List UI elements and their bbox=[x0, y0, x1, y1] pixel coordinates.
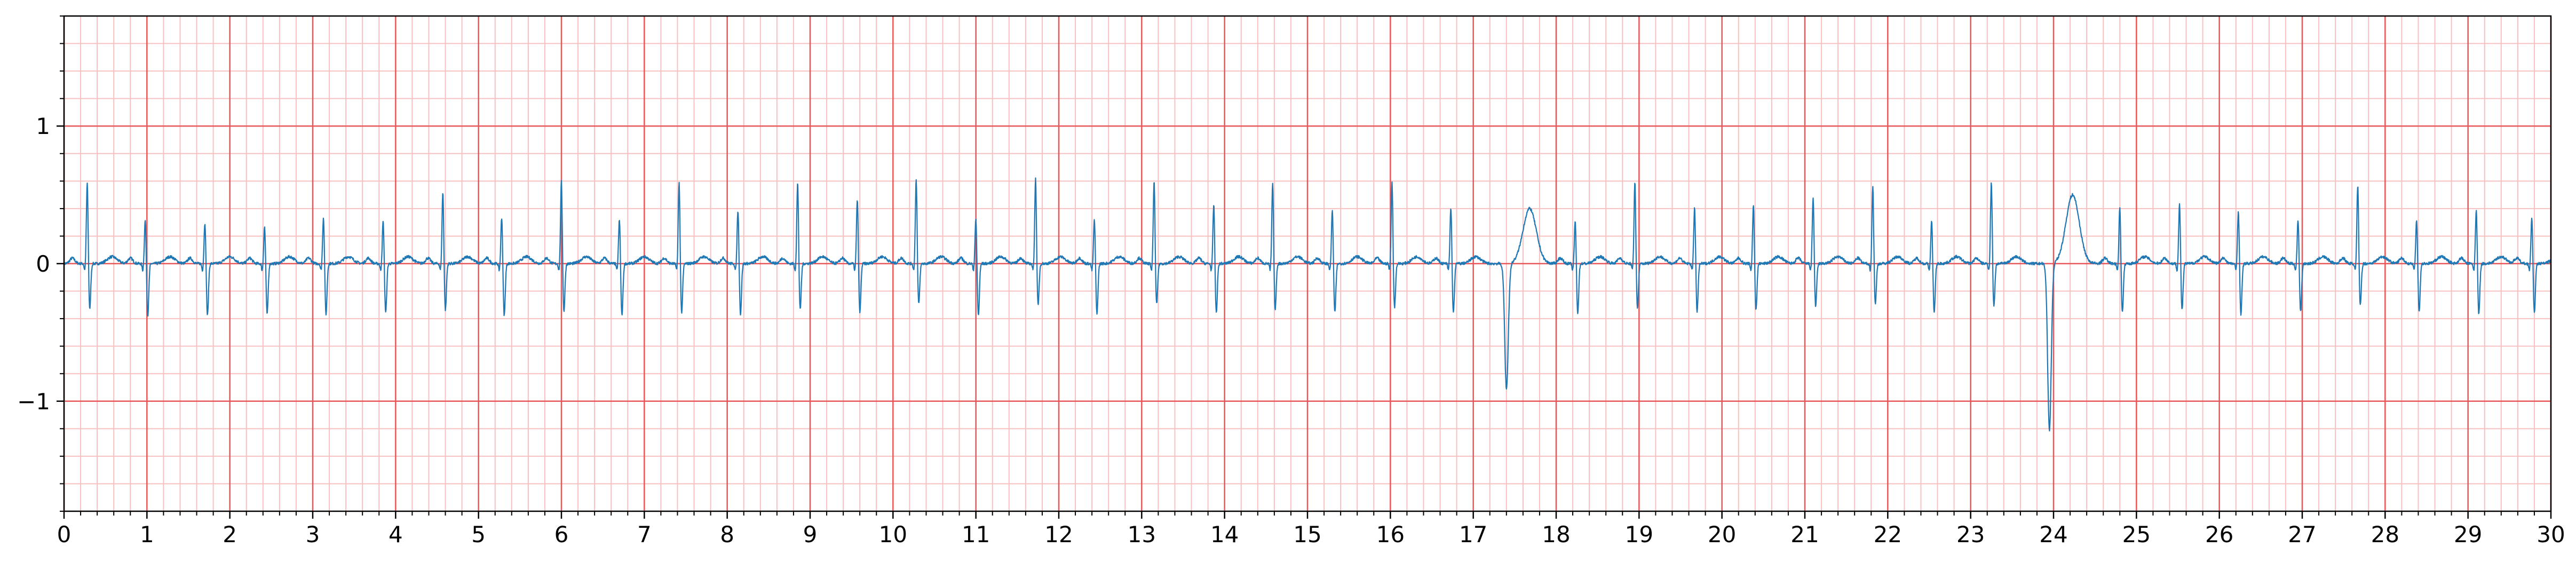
x-tick-label: 24 bbox=[2039, 521, 2067, 548]
x-tick-label: 13 bbox=[1128, 521, 1156, 548]
x-tick-label: 5 bbox=[471, 521, 486, 548]
x-tick-label: 6 bbox=[554, 521, 569, 548]
x-tick-label: 22 bbox=[1874, 521, 1902, 548]
y-tick-label: 1 bbox=[36, 113, 50, 139]
x-tick-label: 26 bbox=[2205, 521, 2233, 548]
x-tick-label: 11 bbox=[962, 521, 990, 548]
x-tick-label: 18 bbox=[1542, 521, 1570, 548]
x-tick-label: 2 bbox=[223, 521, 237, 548]
x-tick-label: 30 bbox=[2537, 521, 2565, 548]
x-tick-label: 16 bbox=[1376, 521, 1405, 548]
x-tick-label: 15 bbox=[1293, 521, 1321, 548]
x-tick-label: 14 bbox=[1210, 521, 1239, 548]
x-tick-label: 3 bbox=[306, 521, 320, 548]
x-tick-label: 25 bbox=[2122, 521, 2151, 548]
x-tick-label: 21 bbox=[1790, 521, 1819, 548]
ecg-series-line bbox=[63, 177, 2551, 432]
x-tick-label: 4 bbox=[389, 521, 403, 548]
y-tick-label: 0 bbox=[36, 251, 50, 277]
x-tick-label: 10 bbox=[879, 521, 907, 548]
x-tick-label: 0 bbox=[57, 521, 72, 548]
x-tick-label: 12 bbox=[1044, 521, 1073, 548]
x-axis-ticks: 0 1 2 3 4 5 6 7 8 9 10 11 12 13 14 15 16 17 18 19 20 21 22 23 24… bbox=[57, 511, 2565, 548]
y-tick-label: −1 bbox=[17, 388, 50, 415]
x-tick-label: 17 bbox=[1459, 521, 1487, 548]
x-tick-label: 20 bbox=[1708, 521, 1736, 548]
x-tick-label: 7 bbox=[637, 521, 652, 548]
x-tick-label: 8 bbox=[720, 521, 734, 548]
x-tick-label: 19 bbox=[1625, 521, 1653, 548]
x-tick-label: 29 bbox=[2454, 521, 2482, 548]
y-axis-ticks: 1 0 −1 bbox=[17, 15, 64, 512]
x-tick-label: 28 bbox=[2371, 521, 2399, 548]
x-tick-label: 27 bbox=[2288, 521, 2316, 548]
x-tick-label: 23 bbox=[1956, 521, 1985, 548]
ecg-signal bbox=[63, 177, 2551, 432]
x-tick-label: 1 bbox=[140, 521, 154, 548]
x-tick-label: 9 bbox=[803, 521, 818, 548]
